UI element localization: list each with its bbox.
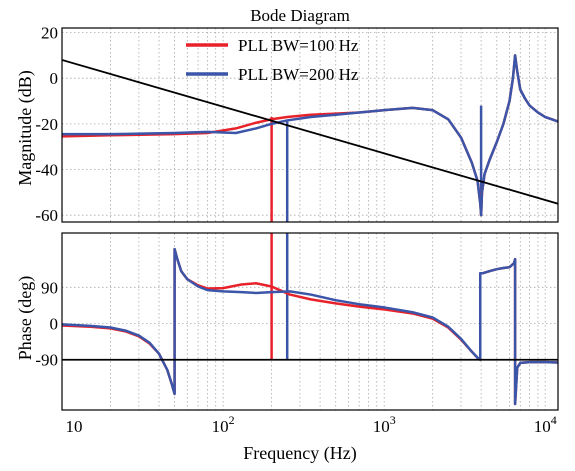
phase-y-tick-label: 90 xyxy=(41,278,58,297)
phase-frame xyxy=(61,232,559,411)
magnitude-series-pll-200 xyxy=(62,54,558,217)
phase-series-pll-200 xyxy=(62,247,558,406)
phase-y-tick-label: 0 xyxy=(50,315,59,334)
x-tick-label: 102 xyxy=(212,413,235,436)
magnitude-reference-line xyxy=(62,59,558,205)
magnitude-y-tick-label: -40 xyxy=(35,161,58,180)
x-axis-label: Frequency (Hz) xyxy=(243,443,356,464)
magnitude-axis-label: Magnitude (dB) xyxy=(15,70,36,185)
phase-y-tick-label: -90 xyxy=(35,351,58,370)
legend-label-pll-200: PLL BW=200 Hz xyxy=(238,65,359,84)
magnitude-y-tick-label: -20 xyxy=(35,115,58,134)
phase-panel: 90 0 -90 xyxy=(35,232,559,411)
x-tick-label: 10 xyxy=(66,417,83,436)
phase-axis-label: Phase (deg) xyxy=(15,276,36,360)
magnitude-panel: 20 0 -20 -40 -60 xyxy=(35,24,559,225)
magnitude-frame xyxy=(61,27,559,223)
magnitude-y-tick-label: -60 xyxy=(35,206,58,225)
magnitude-y-tick-label: 20 xyxy=(41,24,58,43)
phase-data xyxy=(62,233,558,406)
magnitude-data xyxy=(62,54,558,222)
magnitude-y-tick-label: 0 xyxy=(50,69,59,88)
x-tick-label: 104 xyxy=(534,413,557,436)
chart-title: Bode Diagram xyxy=(250,6,350,25)
frequency-axis: 10 102 103 104 xyxy=(66,413,557,436)
legend-label-pll-100: PLL BW=100 Hz xyxy=(238,36,359,55)
x-tick-label: 103 xyxy=(373,413,396,436)
legend: PLL BW=100 Hz PLL BW=200 Hz xyxy=(186,36,359,84)
